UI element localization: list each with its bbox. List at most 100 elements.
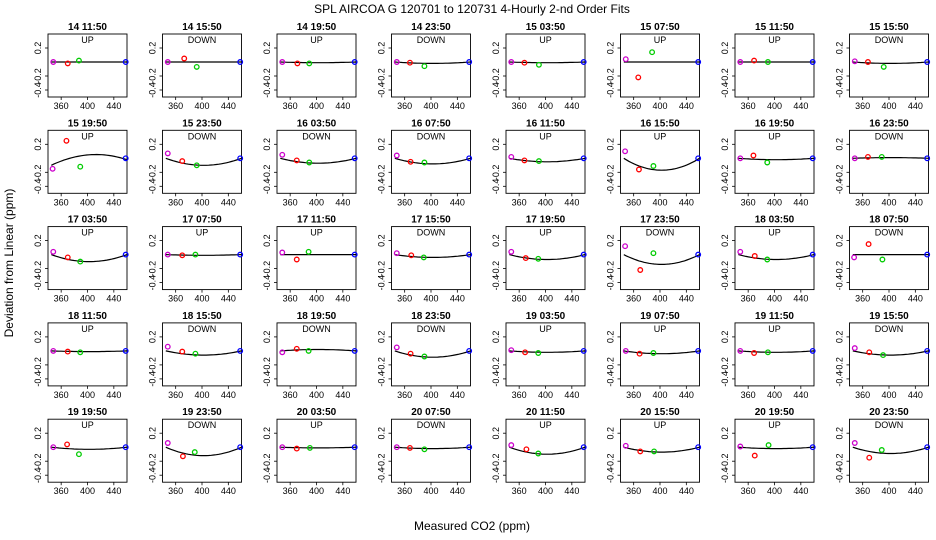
x-tick-label: 360 [741,294,756,304]
data-point-standard-4 [237,347,244,354]
panel-direction: UP [539,324,552,334]
panel-direction: UP [768,131,781,141]
data-point-standard-4 [122,155,129,162]
panel: 19 15:50 DOWN 360 400 440 0.2 -0.2-0.4 [835,311,931,400]
y-tick-label: -0.2 [720,261,730,277]
panel-direction: DOWN [188,324,217,334]
x-tick-label: 440 [335,294,350,304]
data-point-standard-4 [351,347,358,354]
data-point-standard-3 [421,353,428,360]
y-tick-label: 0.2 [835,234,845,247]
panel-title: 20 03:50 [297,407,337,418]
x-tick-label: 440 [335,197,350,207]
data-point-standard-1 [279,444,286,451]
data-point-standard-2 [408,252,415,259]
y-tick-label: -0.2 [33,357,43,373]
y-tick-label: -0.2 [835,357,845,373]
data-point-standard-3 [764,159,771,166]
panel: 14 23:50 DOWN 360 400 440 0.2 -0.2-0.4 [377,22,473,111]
y-tick-label: -0.4 [720,179,730,195]
panel-title: 15 15:50 [869,22,909,33]
panel-title: 18 11:50 [68,311,107,322]
panel-direction: UP [81,324,94,334]
x-tick-label: 440 [221,486,236,496]
y-tick-label: -0.2 [148,68,158,84]
panel-direction: DOWN [188,131,217,141]
y-tick-label: -0.2 [835,453,845,469]
fit-curve [394,61,471,65]
x-tick-label: 440 [450,486,465,496]
fit-curve [623,446,700,453]
panel-title: 19 11:50 [755,311,794,322]
data-point-standard-4 [237,155,244,162]
fit-curve [738,157,815,161]
panel-direction: DOWN [875,131,904,141]
x-tick-label: 440 [908,294,923,304]
fit-curve [738,446,815,450]
data-point-standard-4 [237,444,244,451]
y-tick-label: -0.2 [377,165,387,181]
panel: 16 07:50 DOWN 360 400 440 0.2 -0.2-0.4 [377,118,473,207]
panel-title: 17 03:50 [68,215,108,226]
y-tick-label: -0.2 [606,261,616,277]
x-tick-label: 360 [168,101,183,111]
x-tick-label: 400 [767,486,782,496]
fit-curve [509,350,586,353]
data-point-standard-1 [851,155,858,162]
panel: 18 03:50 UP 360 400 440 0.2 -0.2-0.4 [720,215,816,304]
fit-curve [852,350,929,356]
x-tick-label: 440 [450,101,465,111]
panel-direction: UP [654,420,667,430]
panel-direction: DOWN [417,420,446,430]
x-tick-label: 440 [106,101,121,111]
data-point-standard-1 [279,151,286,158]
data-point-standard-4 [580,59,587,65]
y-tick-label: -0.2 [720,357,730,373]
panel: 20 03:50 UP 360 400 440 0.2 -0.2-0.4 [262,407,358,496]
y-tick-label: -0.4 [606,179,616,195]
fit-curve [509,446,586,455]
y-tick-label: 0.2 [835,427,845,440]
data-point-standard-3 [421,63,428,70]
panel-title: 20 07:50 [411,407,451,418]
fit-curve [280,157,357,164]
x-tick-label: 440 [106,197,121,207]
panel: 18 15:50 DOWN 360 400 440 0.2 -0.2-0.4 [148,311,244,400]
x-tick-label: 440 [564,101,579,111]
y-tick-label: -0.2 [377,261,387,277]
x-tick-label: 360 [54,294,69,304]
y-tick-label: -0.4 [33,371,43,387]
x-tick-label: 360 [54,197,69,207]
x-tick-label: 440 [908,390,923,400]
data-point-standard-1 [508,347,515,354]
panel-direction: UP [310,420,323,430]
fit-curve [51,254,128,263]
x-tick-label: 360 [626,197,641,207]
y-tick-label: -0.4 [720,467,730,483]
y-tick-label: 0.2 [491,234,501,247]
panel-title: 19 23:50 [182,407,222,418]
y-tick-label: -0.2 [491,261,501,277]
y-tick-label: 0.2 [720,138,730,151]
data-point-standard-2 [179,453,186,460]
y-tick-label: -0.2 [720,453,730,469]
data-point-standard-2 [866,349,873,356]
fit-curve [280,61,357,64]
y-tick-label: -0.2 [148,261,158,277]
data-point-standard-2 [407,158,414,165]
data-point-standard-3 [651,448,658,455]
panel-direction: UP [310,35,323,45]
fit-curve [738,350,815,353]
data-point-standard-2 [637,267,644,273]
panel: 18 19:50 DOWN 360 400 440 0.2 -0.2-0.4 [262,311,358,400]
panel-title: 18 15:50 [182,311,222,322]
y-tick-label: 0.2 [491,427,501,440]
data-point-standard-1 [622,56,629,63]
panel-direction: UP [81,420,94,430]
x-tick-label: 400 [309,390,324,400]
data-point-standard-2 [865,241,872,248]
data-point-standard-1 [622,243,629,250]
panel-direction: DOWN [417,131,446,141]
data-point-standard-4 [122,59,129,65]
x-tick-label: 360 [54,390,69,400]
